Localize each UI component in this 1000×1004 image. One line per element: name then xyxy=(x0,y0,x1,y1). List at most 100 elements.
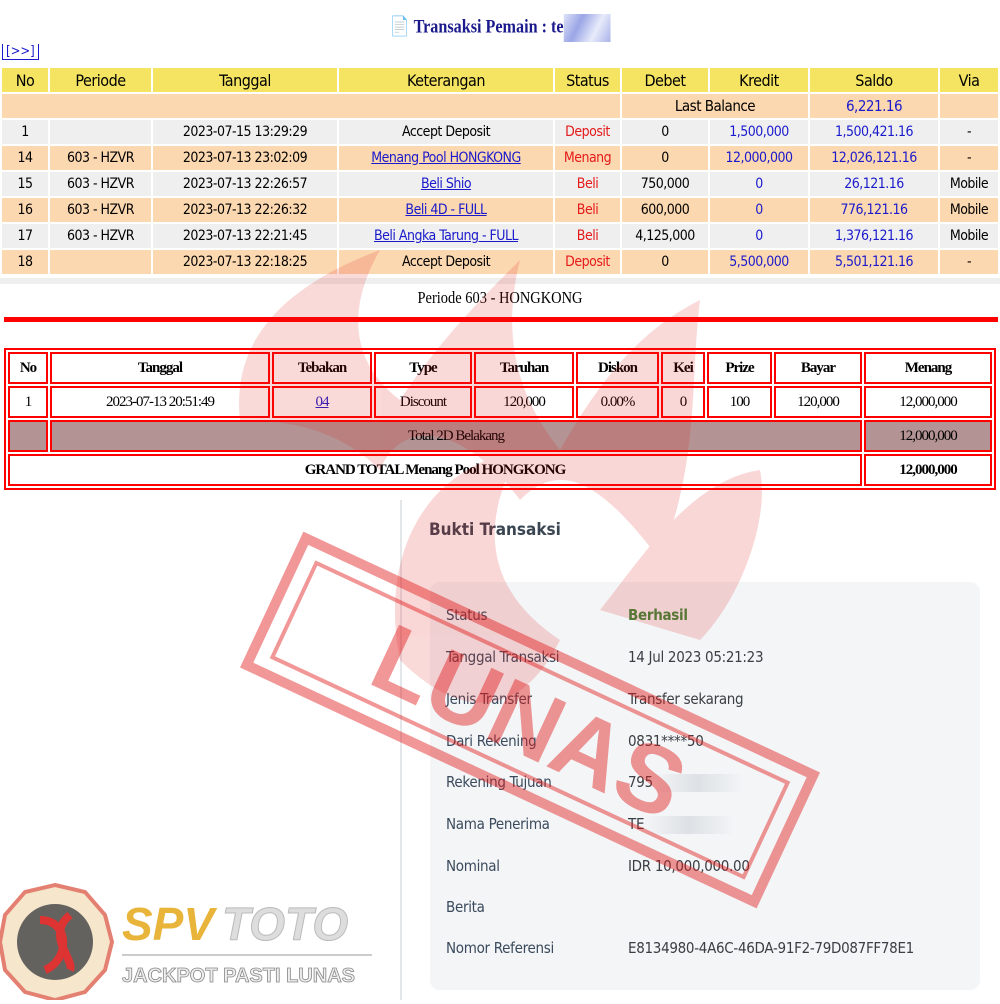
bukti-card: Status Berhasil Tanggal Transaksi 14 Jul 20… xyxy=(430,582,980,990)
transaction-row: 17 603 - HZVR 2023-07-13 22:21:45 Beli Angk… xyxy=(2,224,998,248)
transaction-link[interactable]: Beli Shio xyxy=(420,176,472,192)
bukti-title: Bukti Transaksi xyxy=(429,520,561,540)
col-header: No xyxy=(2,68,48,92)
divider xyxy=(4,317,998,322)
col-header: Tanggal xyxy=(50,352,270,384)
tebakan-link[interactable]: 04 xyxy=(315,393,330,410)
field-value-text: 14 Jul 2023 05:21:23 xyxy=(628,648,764,666)
cell-no: 16 xyxy=(2,198,48,222)
cell-keterangan: Menang Pool HONGKONG xyxy=(339,146,553,170)
cell-periode: 603 - HZVR xyxy=(50,224,151,248)
total-label: Total 2D Belakang xyxy=(50,420,862,452)
cell-keterangan: Beli Angka Tarung - FULL xyxy=(339,224,553,248)
cell-no: 15 xyxy=(2,172,48,196)
cell-tanggal: 2023-07-13 20:51:49 xyxy=(50,386,270,418)
transaction-row: 18 2023-07-13 22:18:25 Accept Deposit Depos… xyxy=(2,250,998,274)
redacted-mask xyxy=(652,773,743,792)
cell-no: 1 xyxy=(8,386,48,418)
cell-no: 17 xyxy=(2,224,48,248)
cell-tanggal: 2023-07-15 13:29:29 xyxy=(153,120,337,144)
cell-diskon: 0.00% xyxy=(576,386,659,418)
total-value: 12,000,000 xyxy=(864,420,992,452)
field-value: E8134980-4A6C-46DA-91F2-79D087FF78E1 xyxy=(628,939,914,957)
total-row: Total 2D Belakang 12,000,000 xyxy=(8,420,992,452)
spvtoto-logo: SPV TOTO JACKPOT PASTI LUNAS xyxy=(0,880,390,1003)
cell-status: Deposit xyxy=(555,250,620,274)
cell-kredit: 0 xyxy=(710,172,808,196)
periode-title: Periode 603 - HONGKONG xyxy=(417,288,583,307)
field-value: Transfer sekarang xyxy=(628,690,744,708)
cell-saldo: 776,121.16 xyxy=(810,198,938,222)
cell-via: - xyxy=(940,146,998,170)
cell-no: 14 xyxy=(2,146,48,170)
field-tanggal-transaksi: Tanggal Transaksi 14 Jul 2023 05:21:23 xyxy=(446,648,764,666)
field-label: Berita xyxy=(446,898,485,916)
grand-total-value: 12,000,000 xyxy=(864,454,992,486)
field-value: Berhasil xyxy=(628,606,688,624)
cell-tanggal: 2023-07-13 22:26:32 xyxy=(153,198,337,222)
cell-keterangan: Accept Deposit xyxy=(339,250,553,274)
last-balance-label: Last Balance xyxy=(622,94,808,118)
cell-saldo: 5,501,121.16 xyxy=(810,250,938,274)
cell-saldo: 1,376,121.16 xyxy=(810,224,938,248)
cell-saldo: 12,026,121.16 xyxy=(810,146,938,170)
cell-debet: 0 xyxy=(622,250,708,274)
col-header: Kei xyxy=(661,352,705,384)
bet-detail-table: No Tanggal Tebakan Type Taruhan Diskon Kei Priz… xyxy=(4,348,996,490)
col-header: Type xyxy=(374,352,472,384)
cell-debet: 4,125,000 xyxy=(622,224,708,248)
field-value: IDR 10,000,000.00 xyxy=(628,857,750,875)
col-header: Debet xyxy=(622,68,708,92)
logo-brand-a: SPV xyxy=(122,898,217,950)
logo-tagline: JACKPOT PASTI LUNAS xyxy=(122,965,355,987)
col-header: Via xyxy=(940,68,998,92)
cell-tanggal: 2023-07-13 22:18:25 xyxy=(153,250,337,274)
cell-menang: 12,000,000 xyxy=(864,386,992,418)
cell-bayar: 120,000 xyxy=(774,386,862,418)
field-value-text: E8134980-4A6C-46DA-91F2-79D087FF78E1 xyxy=(628,939,914,957)
cell-saldo: 1,500,421.16 xyxy=(810,120,938,144)
cell-tanggal: 2023-07-13 22:26:57 xyxy=(153,172,337,196)
field-dari-rekening: Dari Rekening 0831****50 xyxy=(446,732,704,750)
transactions-table: No Periode Tanggal Keterangan Status Debet Kre… xyxy=(0,66,1000,276)
cell-kei: 0 xyxy=(661,386,705,418)
col-header: Menang xyxy=(864,352,992,384)
cell-tebakan: 04 xyxy=(272,386,372,418)
cell-status: Deposit xyxy=(555,120,620,144)
field-nomor-referensi: Nomor Referensi E8134980-4A6C-46DA-91F2-7… xyxy=(446,939,914,957)
page-title: 📄 Transaksi Pemain : te xyxy=(75,14,925,42)
col-header: Status xyxy=(555,68,620,92)
cell-via: Mobile xyxy=(940,172,998,196)
field-value-text: 0831****50 xyxy=(628,732,704,750)
transaction-link[interactable]: Menang Pool HONGKONG xyxy=(371,150,521,166)
field-value-text: TE xyxy=(628,815,645,833)
field-label: Status xyxy=(446,606,488,624)
cell-kredit: 1,500,000 xyxy=(710,120,808,144)
field-value: 0831****50 xyxy=(628,732,704,750)
transaction-link[interactable]: Beli Angka Tarung - FULL xyxy=(373,228,519,244)
col-header: No xyxy=(8,352,48,384)
cell-status: Menang xyxy=(555,146,620,170)
title-text: Transaksi Pemain : te xyxy=(413,16,564,38)
cell-status: Beli xyxy=(555,198,620,222)
redacted-mask xyxy=(644,815,735,834)
field-label: Nominal xyxy=(446,857,500,875)
cell-keterangan: Accept Deposit xyxy=(339,120,553,144)
field-value: 14 Jul 2023 05:21:23 xyxy=(628,648,764,666)
next-page-link[interactable]: [>>] xyxy=(2,44,39,60)
field-label: Dari Rekening xyxy=(446,732,537,750)
field-nama-penerima: Nama Penerima TE xyxy=(446,815,735,834)
cell-via: Mobile xyxy=(940,198,998,222)
cell-debet: 0 xyxy=(622,146,708,170)
cell-kredit: 5,500,000 xyxy=(710,250,808,274)
document-icon: 📄 xyxy=(389,16,410,38)
cell-periode: 603 - HZVR xyxy=(50,198,151,222)
field-label: Tanggal Transaksi xyxy=(446,648,560,666)
cell-no: 1 xyxy=(2,120,48,144)
cell-debet: 0 xyxy=(622,120,708,144)
field-value: 795 xyxy=(628,773,743,792)
field-value-text: Berhasil xyxy=(628,606,688,624)
transaction-link[interactable]: Beli 4D - FULL xyxy=(405,202,487,218)
col-header: Periode xyxy=(50,68,151,92)
col-header: Prize xyxy=(707,352,772,384)
